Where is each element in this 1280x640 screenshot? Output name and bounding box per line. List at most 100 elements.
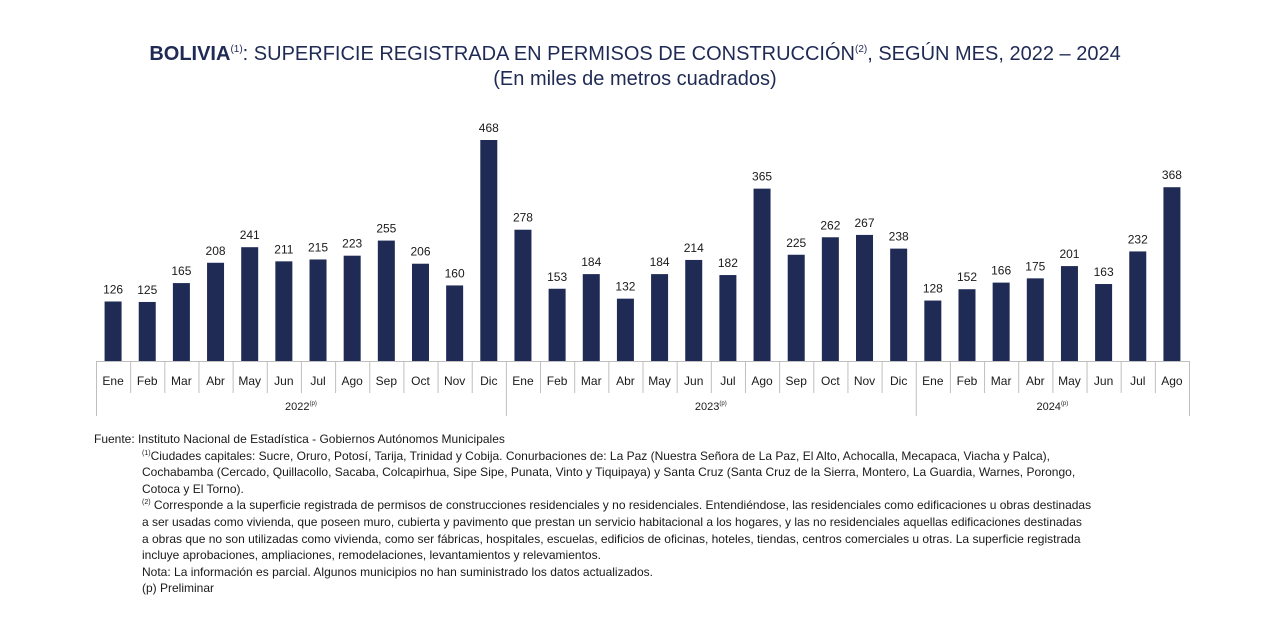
category-label: Abr (1026, 374, 1045, 388)
data-label: 223 (342, 237, 362, 251)
category-label: Oct (411, 374, 430, 388)
data-label: 152 (957, 270, 977, 284)
bar (787, 254, 805, 361)
category-label: Nov (854, 374, 875, 388)
data-label: 278 (513, 211, 533, 225)
data-label: 175 (1025, 259, 1045, 273)
year-label-text: 2023 (695, 401, 719, 413)
year-label: 2022(p) (285, 401, 317, 413)
category-label: Mar (991, 374, 1012, 388)
note-1-line-1: (1)Ciudades capitales: Sucre, Oruro, Pot… (94, 448, 1204, 465)
bar-chart: 126 Ene 125 Feb 165 Mar 208 Abr 241 May 211 Jun 215 J… (96, 121, 1190, 416)
note-2-line-1: (2) Corresponde a la superficie registra… (94, 497, 1204, 514)
data-label: 225 (786, 236, 806, 250)
category-label: Mar (171, 374, 192, 388)
data-label: 238 (889, 230, 909, 244)
bar (480, 140, 498, 361)
data-label: 184 (650, 255, 670, 269)
data-label: 215 (308, 240, 328, 254)
note-2-line-4: incluye aprobaciones, ampliaciones, remo… (142, 548, 601, 563)
bar (753, 188, 771, 361)
data-label: 182 (718, 256, 738, 270)
category-label: Jun (684, 374, 703, 388)
title-main: : SUPERFICIE REGISTRADA EN PERMISOS DE C… (242, 43, 855, 65)
category-label: Jul (1130, 374, 1145, 388)
data-label: 206 (410, 245, 430, 259)
category-label: Feb (957, 374, 978, 388)
bar (411, 263, 429, 361)
note-2-marker: (2) (142, 499, 151, 507)
data-label: 165 (171, 264, 191, 278)
category-label: Jul (310, 374, 325, 388)
category-label: Abr (206, 374, 225, 388)
bar (309, 259, 327, 361)
note-1-marker: (1) (142, 449, 151, 457)
data-label: 368 (1162, 168, 1182, 182)
bar (958, 289, 976, 361)
note-2-line-3: a obras que no son utilizadas como vivie… (142, 531, 1081, 546)
year-label: 2024(p) (1036, 401, 1068, 413)
data-label: 267 (855, 216, 875, 230)
bar (856, 234, 874, 361)
title-footnote-2: (2) (854, 44, 868, 55)
source-note: Fuente: Instituto Nacional de Estadístic… (94, 432, 505, 446)
year-label-text: 2024 (1036, 401, 1060, 413)
title-country: BOLIVIA (149, 43, 231, 65)
category-label: Ene (922, 374, 944, 388)
data-label: 166 (991, 264, 1011, 278)
category-label: Jun (1094, 374, 1113, 388)
bar (992, 282, 1010, 361)
category-label: Ene (512, 374, 534, 388)
data-label: 241 (240, 228, 260, 242)
category-label: Mar (581, 374, 602, 388)
data-label: 125 (137, 283, 157, 297)
bar (685, 259, 703, 361)
bar (1163, 187, 1181, 361)
note-1-line-3: Cotoca y El Torno). (142, 481, 244, 496)
bar (446, 285, 464, 361)
category-label: Sep (376, 374, 398, 388)
data-label: 255 (376, 222, 396, 236)
category-label: Feb (137, 374, 158, 388)
category-label: Dic (890, 374, 907, 388)
note-1-line-2: Cochabamba (Cercado, Quillacollo, Sacaba… (142, 465, 1076, 480)
data-label: 201 (1059, 247, 1079, 261)
category-label: Feb (547, 374, 568, 388)
category-label: Nov (444, 374, 465, 388)
bar (138, 301, 156, 361)
year-label-sup: (p) (719, 401, 726, 407)
title-end: , SEGÚN MES, 2022 – 2024 (867, 43, 1121, 65)
note-2-line-1-text: Corresponde a la superficie registrada d… (153, 498, 1092, 513)
category-label: Ago (341, 374, 363, 388)
bar (582, 274, 600, 361)
data-label: 208 (206, 244, 226, 258)
category-label: May (1058, 374, 1081, 388)
bar (104, 301, 122, 361)
year-label-sup: (p) (310, 401, 317, 407)
category-label: Abr (616, 374, 635, 388)
category-label: Dic (480, 374, 497, 388)
note-1-line-1-text: Ciudades capitales: Sucre, Oruro, Potosí… (150, 448, 1050, 463)
note-2-line-2: a ser usadas como vivienda, que poseen m… (142, 514, 1082, 529)
data-label: 163 (1094, 265, 1114, 279)
bar (207, 262, 225, 361)
bar (924, 300, 942, 361)
data-label: 184 (581, 255, 601, 269)
footnotes: Fuente: Instituto Nacional de Estadístic… (94, 431, 1204, 597)
category-label: Oct (821, 374, 840, 388)
category-label: Sep (786, 374, 808, 388)
data-label: 128 (923, 282, 943, 296)
bar (343, 255, 361, 361)
data-label: 160 (445, 266, 465, 280)
bar (1129, 251, 1147, 361)
bar (616, 298, 634, 361)
bar (1060, 266, 1078, 361)
bar (514, 229, 532, 361)
data-label: 365 (752, 170, 772, 184)
bar (1026, 278, 1044, 361)
category-label: Ene (102, 374, 124, 388)
data-label: 132 (615, 280, 635, 294)
bar (651, 274, 669, 361)
data-label: 211 (274, 242, 293, 256)
title-footnote-1: (1) (230, 44, 243, 55)
